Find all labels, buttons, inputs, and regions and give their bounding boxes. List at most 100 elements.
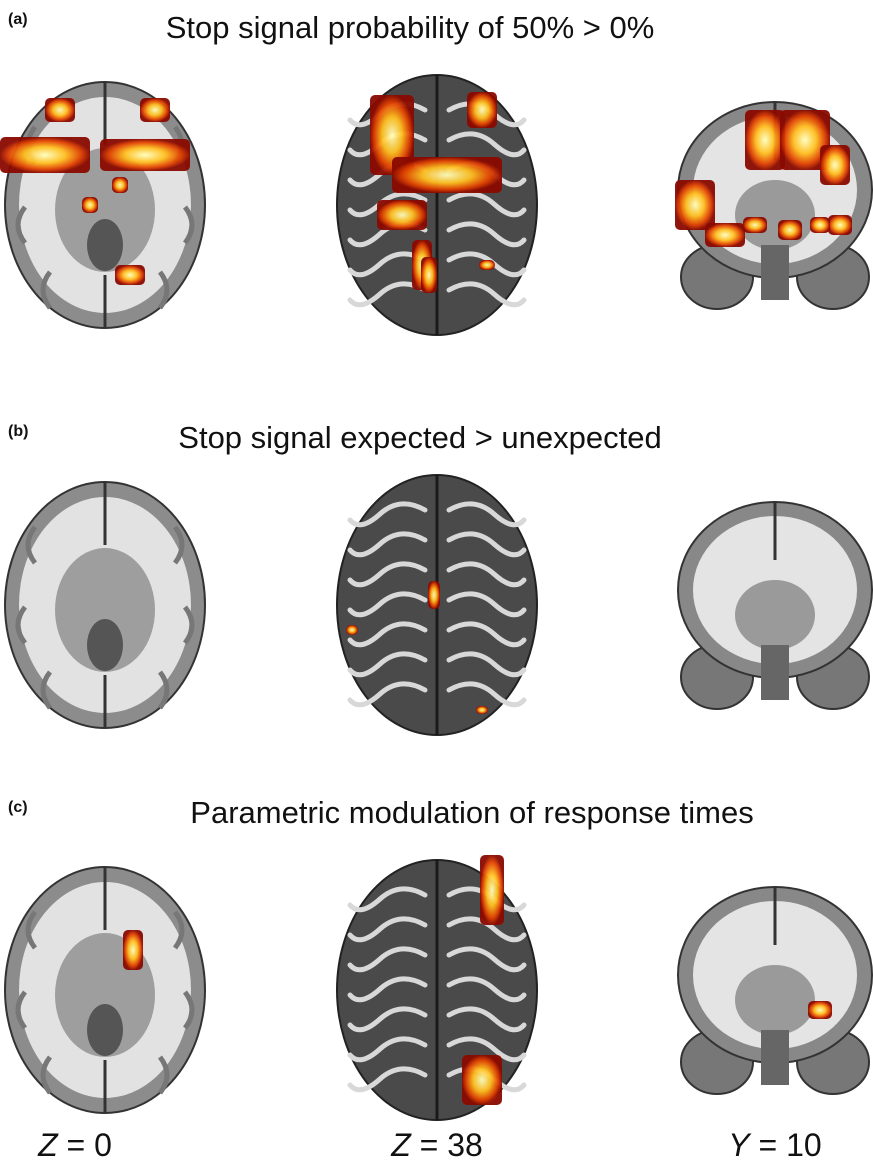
gyrus	[25, 525, 38, 565]
caption: Z = 0	[37, 1127, 112, 1163]
gyrus	[347, 651, 428, 678]
midbrain	[87, 1004, 123, 1056]
caption-value: = 38	[411, 1127, 483, 1163]
gyrus	[446, 591, 527, 618]
gyrus	[172, 525, 185, 565]
gyrus	[347, 501, 428, 528]
gyrus	[446, 221, 527, 248]
gyrus	[347, 976, 428, 1003]
activation	[743, 217, 767, 233]
gyrus	[182, 605, 195, 645]
activation	[140, 98, 170, 122]
brainstem	[761, 1030, 789, 1085]
activation	[467, 92, 497, 128]
gyrus	[446, 281, 527, 308]
gyrus	[446, 946, 527, 973]
gyrus	[347, 916, 428, 943]
activation	[462, 1055, 502, 1105]
activation	[745, 110, 785, 170]
activation	[0, 137, 90, 173]
panel-title: Stop signal probability of 50% > 0%	[166, 10, 655, 45]
brainstem	[761, 245, 789, 300]
gyrus	[446, 976, 527, 1003]
panel-title: Stop signal expected > unexpected	[178, 420, 661, 455]
activation	[370, 95, 414, 175]
gyrus	[347, 531, 428, 558]
deep-gray	[735, 580, 815, 650]
deep-gray	[55, 548, 155, 672]
gyrus	[347, 1006, 428, 1033]
activation	[778, 220, 802, 240]
activation	[476, 706, 488, 714]
activation	[820, 145, 850, 185]
activation	[82, 197, 98, 213]
gyrus	[446, 621, 527, 648]
gyrus	[446, 531, 527, 558]
gyrus	[347, 281, 428, 308]
activation	[115, 265, 145, 285]
gyrus	[347, 1036, 428, 1063]
caption: Z = 38	[390, 1127, 483, 1163]
activation	[480, 855, 504, 925]
gyrus	[347, 621, 428, 648]
caption: Y = 10	[728, 1127, 821, 1163]
panel-label: (a)	[8, 11, 28, 28]
gyrus	[446, 131, 527, 158]
gyrus	[347, 591, 428, 618]
gyrus	[347, 561, 428, 588]
caption-value: = 0	[58, 1127, 112, 1163]
gyrus	[347, 1066, 428, 1093]
gyrus	[157, 270, 170, 310]
gyrus	[40, 1055, 53, 1095]
gyrus	[446, 1036, 527, 1063]
caption-variable: Z	[390, 1127, 412, 1163]
activation	[377, 200, 427, 230]
activation	[479, 260, 495, 270]
activation	[675, 180, 715, 230]
gyrus	[182, 205, 195, 245]
activation	[421, 257, 437, 293]
activation	[808, 1001, 832, 1019]
caption-variable: Y	[728, 1127, 752, 1163]
gyrus	[347, 886, 428, 913]
caption-variable: Z	[37, 1127, 59, 1163]
gyrus	[446, 561, 527, 588]
panel-title: Parametric modulation of response times	[190, 795, 753, 830]
activation	[123, 930, 143, 970]
gyrus	[347, 946, 428, 973]
activation	[705, 223, 745, 247]
activation	[392, 157, 502, 193]
activation	[810, 217, 830, 233]
gyrus	[15, 605, 28, 645]
gyrus	[446, 191, 527, 218]
activation	[100, 139, 190, 171]
caption-value: = 10	[750, 1127, 822, 1163]
panel-label: (b)	[8, 423, 28, 440]
deep-gray	[55, 148, 155, 272]
brainstem	[761, 645, 789, 700]
activation	[428, 581, 440, 609]
activation	[346, 625, 358, 635]
gyrus	[446, 681, 527, 708]
gyrus	[446, 651, 527, 678]
activation	[45, 98, 75, 122]
gyrus	[157, 1055, 170, 1095]
gyrus	[446, 1006, 527, 1033]
gyrus	[446, 501, 527, 528]
gyrus	[15, 205, 28, 245]
gyrus	[182, 990, 195, 1030]
midbrain	[87, 219, 123, 271]
gyrus	[157, 670, 170, 710]
activation	[780, 110, 830, 170]
gyrus	[25, 910, 38, 950]
gyrus	[40, 670, 53, 710]
activation	[112, 177, 128, 193]
gyrus	[15, 990, 28, 1030]
gyrus	[347, 681, 428, 708]
activation	[828, 215, 852, 235]
gyrus	[347, 251, 428, 278]
panel-label: (c)	[8, 799, 28, 816]
deep-gray	[735, 965, 815, 1035]
midbrain	[87, 619, 123, 671]
